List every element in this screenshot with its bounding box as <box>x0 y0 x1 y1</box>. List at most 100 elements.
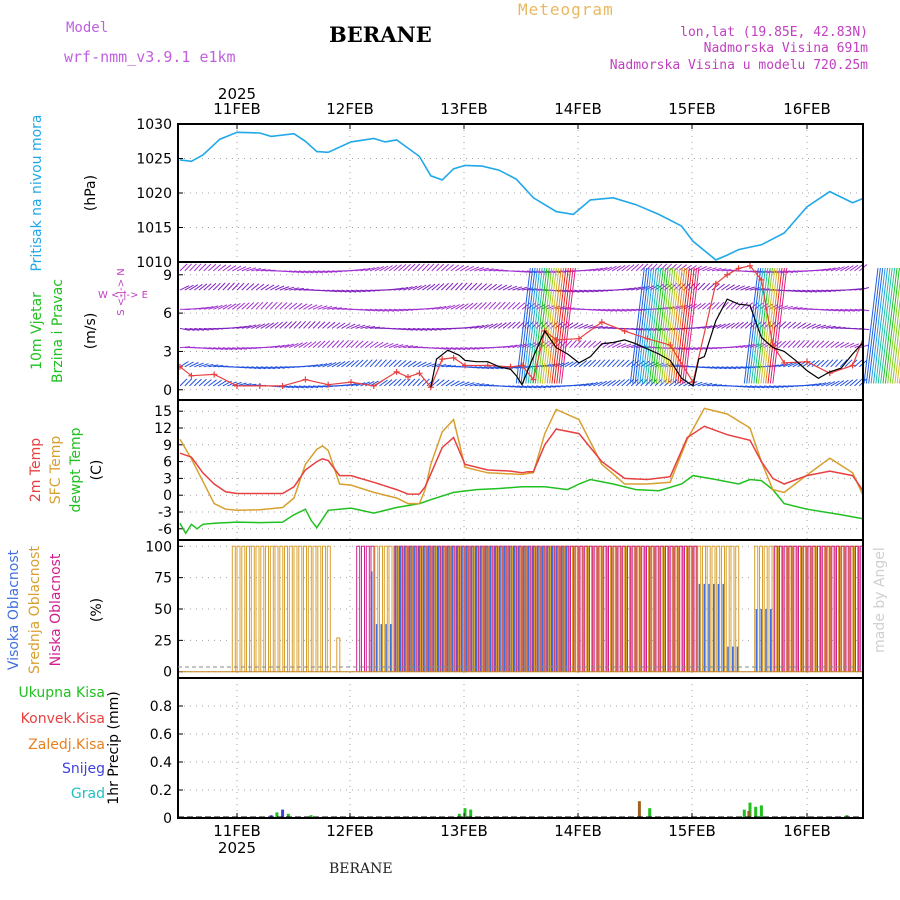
wind-barb <box>407 327 418 331</box>
y-tick-label: 1010 <box>136 255 172 271</box>
wind-barb <box>398 286 409 291</box>
wind-barb <box>289 385 300 389</box>
wind-fan-line <box>546 267 562 384</box>
wind-barb <box>279 321 288 329</box>
wind-barb <box>193 263 202 272</box>
wind-barb <box>317 321 326 329</box>
wind-barb <box>255 301 264 310</box>
wind-barb <box>184 361 194 368</box>
wind-barb <box>583 324 594 329</box>
wind-barb <box>441 347 452 350</box>
wind-gust-marker <box>450 354 457 361</box>
wind-barb <box>483 301 492 310</box>
wind-barb <box>778 340 787 348</box>
wind-barb <box>588 381 598 387</box>
wind-barb <box>407 360 417 368</box>
wind-barb <box>284 270 295 273</box>
cloud-bar-low <box>850 545 855 672</box>
wind-barb <box>436 364 447 368</box>
wind-fan-line <box>769 267 785 384</box>
cloud-series-low-label: Niska Oblacnost <box>48 553 64 666</box>
wind-barb <box>184 378 193 387</box>
wind-barb <box>597 308 608 312</box>
cloud-bar-low <box>646 545 650 672</box>
wind-barb <box>288 321 297 329</box>
x-day-label-bottom: 16FEB <box>783 822 830 840</box>
wind-barb <box>464 326 475 329</box>
cloud-bar-mid <box>374 545 379 672</box>
x-day-label-top: 13FEB <box>440 100 487 118</box>
x-day-label-bottom: 12FEB <box>326 822 373 840</box>
y-tick-label: 0 <box>163 811 172 827</box>
wind-barb <box>213 304 223 310</box>
wind-barb <box>184 263 193 272</box>
wind-barb <box>702 282 711 291</box>
wind-barb <box>740 285 750 291</box>
wind-barb <box>692 381 703 387</box>
wind-barb <box>726 366 737 370</box>
precip-bar <box>469 809 473 818</box>
wind-barb <box>778 305 789 310</box>
wind-fan-line <box>880 267 896 384</box>
wind-barb <box>293 270 304 274</box>
wind-barb <box>445 365 456 368</box>
x-day-label-bottom: 13FEB <box>440 822 487 840</box>
wind-barb <box>360 359 369 368</box>
wind-barb <box>835 341 845 349</box>
wind-barb <box>816 268 827 272</box>
wind-barb <box>293 320 302 329</box>
wind-barb <box>635 286 646 291</box>
wind-fan-line <box>641 267 657 384</box>
wind-barb <box>393 308 404 312</box>
wind-barb <box>592 359 601 368</box>
wind-gust-marker <box>849 362 856 369</box>
wind-barb <box>569 322 579 329</box>
wind-gust-marker <box>405 374 411 380</box>
wind-barb <box>317 305 328 310</box>
wind-barb <box>787 321 797 329</box>
wind-barb <box>460 303 469 310</box>
wind-barb <box>811 382 822 387</box>
wind-barb <box>569 340 577 348</box>
wind-barb <box>383 379 393 387</box>
pressure-unit: (hPa) <box>83 175 99 211</box>
wind-barb <box>322 340 331 348</box>
wind-barb <box>317 270 328 274</box>
wind-barb <box>407 285 418 291</box>
wind-barb <box>602 326 613 329</box>
precip-legend-0: Ukupna Kisa <box>18 685 105 701</box>
wind-barb <box>407 378 416 387</box>
wind-barb <box>355 324 366 329</box>
wind-barb <box>236 282 245 291</box>
wind-barb <box>203 283 212 291</box>
wind-gust-marker <box>416 370 423 377</box>
wind-barb <box>345 340 354 348</box>
y-tick-label: -6 <box>158 522 172 538</box>
wind-barb <box>792 340 801 348</box>
wind-barb <box>759 385 770 389</box>
wind-barb <box>284 286 295 291</box>
cloud-bar-high <box>432 546 435 672</box>
wind-barb <box>212 264 222 272</box>
wind-barb <box>512 385 523 389</box>
wind-barb <box>322 321 331 329</box>
wind-gust-marker <box>598 319 605 326</box>
wind-barb <box>308 385 319 389</box>
cloud-bar-high <box>442 546 444 672</box>
wind-barb <box>398 360 407 368</box>
cloud-bar-low <box>840 545 845 672</box>
wind-barb <box>801 340 810 348</box>
wind-fan-line <box>894 337 900 384</box>
wind-barb <box>611 265 622 272</box>
wind-barb <box>512 302 521 310</box>
wind-barb <box>583 340 592 348</box>
wind-fan-line <box>667 267 683 384</box>
cloud-bar-mid <box>269 545 274 672</box>
x-day-label-bottom: 14FEB <box>554 822 601 840</box>
wind-barb <box>716 366 727 370</box>
wind-barb <box>725 301 734 310</box>
wind-barb <box>844 342 855 349</box>
cloud-bar-low <box>817 545 821 672</box>
x-day-label-top: 11FEB <box>213 100 260 118</box>
